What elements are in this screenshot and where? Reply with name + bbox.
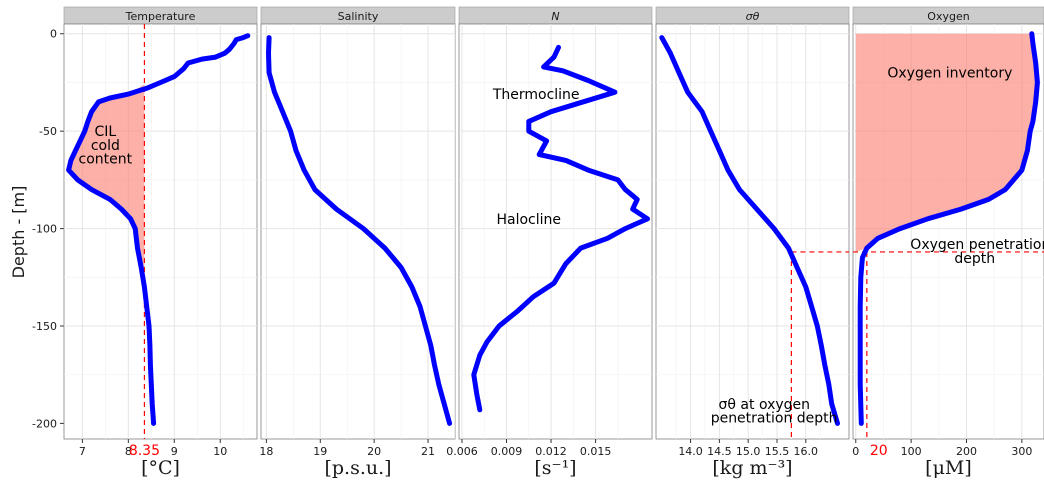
panel-strip-label: σθ	[746, 10, 760, 23]
y-tick-label: -100	[32, 223, 57, 236]
x-tick-label: 0	[852, 445, 859, 458]
annotation-label: content	[79, 151, 133, 167]
y-tick-label: 0	[50, 28, 57, 41]
annotation-label: Halocline	[497, 212, 562, 228]
vline-value-label: 20	[870, 443, 888, 459]
annotation-label: Oxygen inventory	[887, 66, 1012, 82]
x-tick-label: 15.5	[765, 445, 790, 458]
x-tick-label: 16.0	[794, 445, 819, 458]
annotation-label: depth	[954, 251, 995, 267]
panel-strip-label: Oxygen	[927, 10, 969, 23]
panel-inner	[261, 24, 455, 439]
panel-plot-area	[63, 23, 258, 440]
annotation-label: penetration depth	[711, 411, 838, 427]
x-tick-label: 10	[213, 445, 227, 458]
annotation-label: Thermocline	[492, 87, 580, 103]
vline-value-label: 8.35	[129, 443, 160, 459]
x-tick-label: 0.006	[446, 445, 478, 458]
x-tick-label: 0.012	[535, 445, 567, 458]
y-tick-layer: 0 -50 -100 -150 -200	[32, 28, 64, 430]
x-tick-label: 14.0	[678, 445, 703, 458]
panel-strip-label: N	[551, 10, 559, 23]
profile-line	[857, 31, 1040, 426]
annotation-label: CIL	[94, 124, 116, 140]
y-tick-label: -50	[39, 125, 57, 138]
x-tick-label: 21	[421, 445, 435, 458]
annotation-label: σθ at oxygen	[719, 397, 811, 413]
x-tick-label: 20	[367, 445, 381, 458]
panel-plot-area	[260, 23, 456, 440]
x-tick-label: 8	[125, 445, 132, 458]
x-tick-label: 19	[313, 445, 327, 458]
x-axis-unit-label: [p.s.u.]	[324, 457, 391, 479]
profile-line	[659, 35, 840, 426]
panel-1: Salinity 18 19 20 21 [p.s.u.]	[259, 6, 456, 479]
panel-4: Oxygen Oxygen inventory Oxygen penetration…	[852, 6, 1044, 479]
x-tick-label: 200	[956, 445, 977, 458]
profile-line	[471, 44, 650, 413]
x-axis-unit-label: [μM]	[925, 457, 972, 479]
x-tick-label: 0.015	[580, 445, 612, 458]
panel-2: N Thermocline Halocline 0.006 0.009 0.012 0.01…	[446, 6, 653, 479]
panel-inner: Thermocline Halocline	[459, 24, 652, 439]
y-axis-label: Depth - [m]	[9, 186, 28, 279]
x-tick-label: 18	[259, 445, 273, 458]
x-tick-label: 0.009	[491, 445, 523, 458]
panel-strip-label: Temperature	[125, 10, 196, 23]
x-tick-label: 100	[901, 445, 922, 458]
shaded-area	[855, 33, 1038, 253]
x-tick-label: 15.0	[736, 445, 761, 458]
x-tick-label: 9	[171, 445, 178, 458]
x-tick-label: 300	[1011, 445, 1032, 458]
profile-line	[266, 35, 453, 426]
y-tick-label: -150	[32, 320, 57, 333]
y-tick-label: -200	[32, 417, 57, 430]
annotation-label: Oxygen penetration	[910, 237, 1044, 253]
x-axis-unit-label: [kg m⁻³]	[712, 457, 792, 479]
profile-line	[66, 33, 251, 426]
x-axis-unit-label: [s⁻¹]	[534, 457, 576, 479]
shaded-area	[68, 84, 145, 284]
x-axis-unit-label: [°C]	[141, 457, 180, 479]
x-tick-label: 7	[79, 445, 86, 458]
annotation-label: cold	[91, 138, 120, 154]
x-tick-label: 14.5	[707, 445, 732, 458]
panel-strip-label: Salinity	[338, 10, 379, 23]
